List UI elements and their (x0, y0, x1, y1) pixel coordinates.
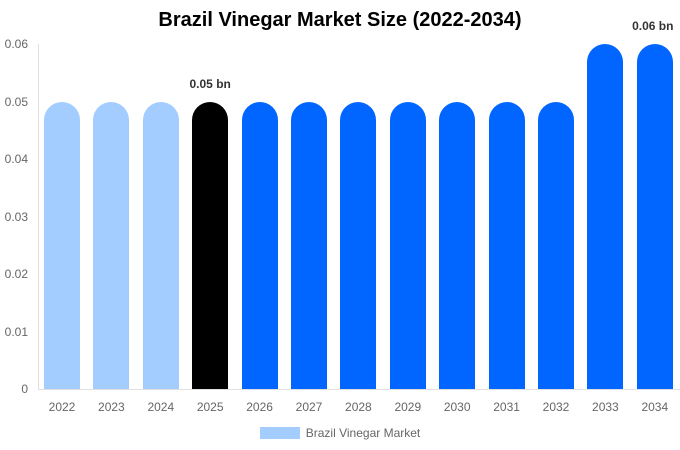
y-tick-label: 0.01 (4, 324, 28, 339)
y-tick-label: 0.05 (4, 94, 28, 109)
bar-2033[interactable] (587, 44, 624, 389)
x-tick-label: 2027 (295, 400, 323, 414)
bar-2026[interactable] (241, 101, 278, 389)
x-tick-label: 2022 (48, 400, 76, 414)
x-tick-label: 2026 (246, 400, 273, 414)
data-label-2034: 0.06 bn (632, 19, 674, 33)
y-tick-label: 0 (21, 382, 28, 396)
chart-title: Brazil Vinegar Market Size (2022-2034) (158, 9, 522, 31)
x-tick-label: 2030 (443, 400, 471, 414)
x-tick-label: 2025 (196, 400, 224, 414)
x-tick-label: 2029 (394, 400, 422, 414)
y-tick-label: 0.03 (4, 209, 28, 224)
bar-2034[interactable] (636, 44, 673, 389)
y-axis-line (38, 44, 39, 389)
y-tick-label: 0.02 (4, 267, 28, 281)
x-tick-label: 2024 (147, 400, 175, 414)
y-tick-label: 0.04 (4, 152, 28, 166)
x-tick-label: 2032 (542, 400, 570, 414)
x-tick-label: 2028 (345, 400, 372, 414)
x-tick-label: 2034 (641, 400, 669, 414)
legend: Brazil Vinegar Market (0, 426, 680, 440)
bar-2030[interactable] (439, 101, 476, 389)
bar-2029[interactable] (389, 101, 426, 389)
data-label-2025: 0.05 bn (189, 76, 231, 91)
x-tick-label: 2031 (493, 400, 520, 414)
bar-2028[interactable] (340, 101, 377, 389)
bar-2023[interactable] (93, 101, 130, 389)
bar-2032[interactable] (538, 101, 574, 389)
x-axis-line (38, 389, 680, 390)
bar-2025[interactable] (192, 101, 229, 389)
legend-swatch[interactable] (259, 427, 300, 439)
x-tick-label: 2033 (592, 400, 619, 414)
bar-2027[interactable] (291, 101, 327, 389)
legend-label[interactable]: Brazil Vinegar Market (305, 426, 421, 440)
bar-2024[interactable] (142, 101, 179, 389)
bar-2022[interactable] (44, 101, 80, 389)
x-tick-label: 2023 (98, 400, 125, 414)
bar-2031[interactable] (488, 101, 525, 389)
y-tick-label: 0.06 (4, 37, 28, 51)
